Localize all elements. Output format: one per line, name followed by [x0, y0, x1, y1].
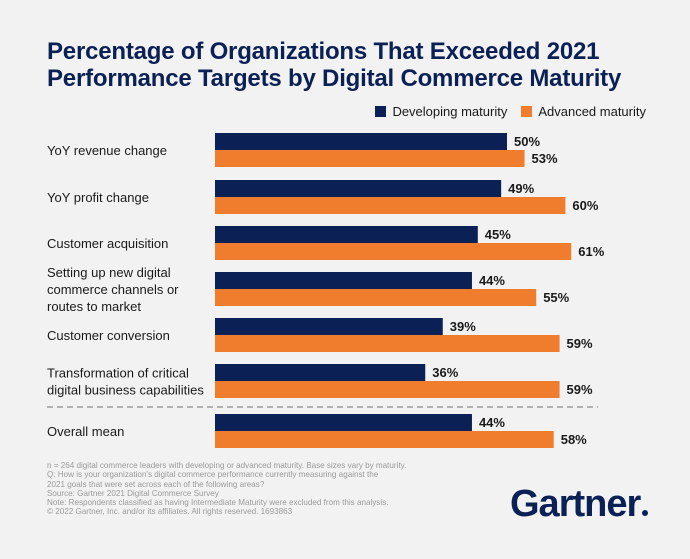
logo-dot: [642, 510, 649, 516]
data-label: 44%: [479, 273, 505, 288]
legend-label-developing: Developing maturity: [392, 104, 508, 119]
note-line: © 2022 Gartner, Inc. and/or its affiliat…: [47, 507, 293, 517]
data-label: 39%: [450, 319, 476, 334]
category-label: Customer acquisition: [47, 236, 168, 251]
bar-developing: [215, 272, 472, 289]
data-label: 61%: [578, 244, 604, 259]
category-label: digital business capabilities: [47, 383, 204, 398]
data-label: 58%: [561, 432, 587, 447]
bar-advanced: [215, 289, 537, 306]
data-label: 53%: [532, 151, 558, 166]
chart-title: Percentage of Organizations That Exceede…: [47, 38, 667, 92]
category-label: routes to market: [47, 299, 141, 314]
note-line: Note: Respondents classified as having I…: [47, 498, 389, 508]
category-label: YoY profit change: [47, 190, 149, 205]
legend-item-advanced: Advanced maturity: [521, 104, 646, 119]
legend-swatch-developing: [375, 106, 387, 117]
bar-advanced: [215, 431, 554, 448]
note-line: Q: How is your organization's digital co…: [47, 470, 379, 480]
bar-developing: [215, 414, 472, 431]
gartner-logo: Gartner: [510, 483, 649, 526]
bar-advanced: [215, 197, 566, 214]
note-line: Source: Gartner 2021 Digital Commerce Su…: [47, 488, 219, 498]
category-label: Setting up new digital: [47, 265, 171, 280]
bar-developing: [215, 364, 426, 381]
category-label: Transformation of critical: [47, 366, 189, 381]
bar-developing: [215, 226, 478, 243]
chart-notes: n = 264 digital commerce leaders with de…: [47, 461, 477, 517]
category-label: Customer conversion: [47, 328, 170, 343]
data-label: 59%: [567, 336, 593, 351]
chart-legend: Developing maturity Advanced maturity: [375, 104, 646, 119]
bar-advanced: [215, 381, 560, 398]
note-line: n = 264 digital commerce leaders with de…: [47, 461, 407, 470]
logo-text: Gartner: [510, 483, 641, 525]
data-label: 45%: [485, 227, 511, 242]
legend-item-developing: Developing maturity: [375, 104, 507, 119]
bar-developing: [215, 180, 502, 197]
category-label: YoY revenue change: [47, 143, 167, 158]
bar-advanced: [215, 150, 525, 167]
data-label: 59%: [567, 382, 593, 397]
chart-title-line-2: Performance Targets by Digital Commerce …: [47, 65, 622, 92]
data-label: 55%: [543, 290, 569, 305]
chart-title-line-1: Percentage of Organizations That Exceede…: [47, 38, 600, 65]
data-label: 49%: [508, 181, 534, 196]
note-line: 2021 goals that were set across each of …: [47, 479, 265, 489]
data-label: 60%: [572, 198, 598, 213]
data-label: 50%: [514, 134, 540, 149]
bar-developing: [215, 318, 443, 335]
bar-developing: [215, 133, 507, 150]
legend-swatch-advanced: [521, 106, 533, 117]
bar-advanced: [215, 243, 572, 260]
data-label: 44%: [479, 415, 505, 430]
category-label: Overall mean: [47, 424, 124, 439]
legend-label-advanced: Advanced maturity: [538, 104, 646, 119]
category-label: commerce channels or: [47, 282, 179, 297]
data-label: 36%: [432, 365, 458, 380]
bar-advanced: [215, 335, 560, 352]
